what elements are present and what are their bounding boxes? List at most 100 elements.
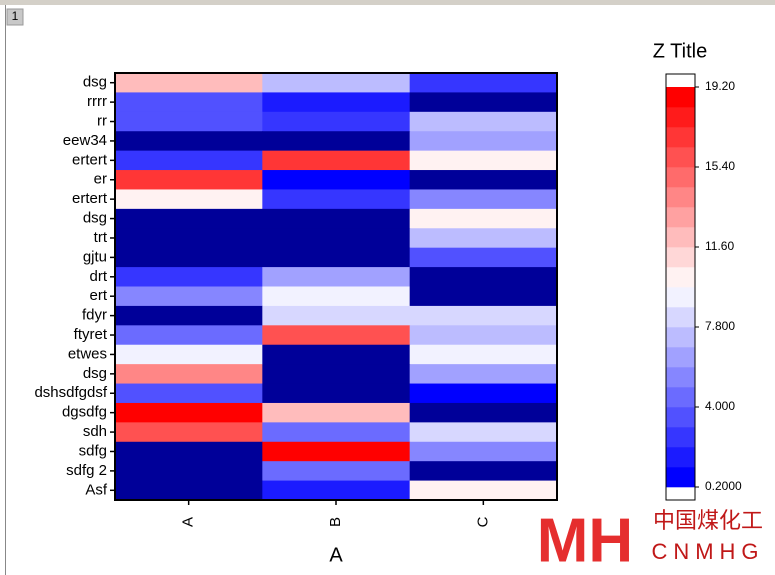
colorbar-level — [666, 227, 695, 248]
heatmap-cell — [262, 422, 411, 443]
colorbar-level — [666, 307, 695, 328]
x-axis-title: A — [329, 544, 343, 566]
colorbar-title: Z Title — [653, 40, 707, 62]
colorbar-level — [666, 267, 695, 288]
heatmap-cell — [262, 286, 411, 307]
watermark-logo: MH — [537, 506, 633, 575]
colorbar-tick-label: 0.2000 — [705, 479, 742, 493]
colorbar-tick-label: 15.40 — [705, 159, 735, 173]
y-tick-label: rr — [97, 112, 107, 129]
heatmap-cell — [115, 228, 263, 249]
colorbar-level — [666, 367, 695, 388]
tab[interactable] — [6, 8, 24, 26]
heatmap-cell — [262, 208, 411, 229]
heatmap-cell — [115, 267, 263, 287]
heatmap-cell — [115, 383, 263, 404]
colorbar-level — [666, 387, 695, 408]
heatmap-cell — [262, 305, 411, 326]
heatmap-cell — [409, 267, 558, 287]
tab-label: 1 — [12, 9, 19, 23]
heatmap-cell — [115, 189, 263, 210]
colorbar-level — [666, 207, 695, 228]
heatmap-cell — [409, 422, 558, 443]
colorbar-level — [666, 407, 695, 428]
heatmap-cell — [409, 92, 558, 113]
heatmap-cell — [115, 170, 263, 190]
heatmap-cell — [115, 247, 263, 268]
heatmap-cell — [262, 189, 411, 210]
colorbar-level — [666, 187, 695, 208]
heatmap-cell — [115, 111, 263, 132]
y-tick-label: Asf — [85, 481, 108, 498]
heatmap-cell — [409, 325, 558, 346]
y-tick-label: er — [94, 171, 107, 188]
colorbar-tick-label: 19.20 — [705, 79, 735, 93]
y-tick-label: rrrr — [87, 93, 107, 110]
heatmap-cell — [409, 111, 558, 132]
colorbar-level — [666, 107, 695, 128]
colorbar-level — [666, 127, 695, 148]
colorbar-level — [666, 467, 695, 488]
y-tick-label: trt — [94, 229, 108, 246]
heatmap-cell — [262, 170, 411, 190]
colorbar-under — [666, 487, 695, 500]
heatmap-cell — [262, 441, 411, 462]
heatmap-cell — [409, 480, 558, 501]
heatmap-cell — [262, 480, 411, 501]
heatmap-cell — [409, 441, 558, 462]
heatmap-cell — [262, 461, 411, 482]
heatmap-cell — [409, 461, 558, 482]
y-tick-label: drt — [89, 268, 107, 285]
watermark-chinese: 中国煤化工 — [653, 508, 763, 533]
heatmap-cell — [409, 170, 558, 190]
colorbar-tick-label: 11.60 — [705, 239, 734, 253]
colorbar-level — [666, 247, 695, 268]
heatmap-cell — [409, 228, 558, 249]
heatmap-cell — [262, 73, 411, 93]
heatmap-cell — [115, 480, 263, 501]
heatmap-cell — [115, 325, 263, 346]
heatmap-cell — [409, 286, 558, 307]
y-tick-label: dsg — [83, 210, 107, 227]
colorbar-level — [666, 347, 695, 368]
x-tick-label: B — [327, 517, 344, 527]
heatmap-cell — [115, 92, 263, 113]
y-tick-label: ertert — [72, 151, 108, 168]
heatmap-cell — [409, 344, 558, 365]
colorbar-tick-label: 4.000 — [705, 399, 735, 413]
heatmap-cell — [115, 305, 263, 326]
heatmap-cell — [115, 73, 263, 93]
heatmap-cell — [115, 364, 263, 385]
heatmap-cell — [262, 344, 411, 365]
heatmap-cell — [262, 402, 411, 423]
colorbar-level — [666, 427, 695, 448]
toolbar-strip — [0, 0, 775, 5]
heatmap-cell — [409, 383, 558, 404]
heatmap-cell — [409, 150, 558, 171]
colorbar-tick-label: 7.800 — [705, 319, 735, 333]
heatmap-cell — [262, 131, 411, 152]
heatmap-cell — [262, 228, 411, 249]
heatmap-cell — [262, 325, 411, 346]
y-tick-label: dshsdfgdsf — [34, 384, 107, 401]
colorbar-level — [666, 447, 695, 468]
y-tick-label: eew34 — [63, 132, 107, 149]
y-tick-label: fdyr — [82, 307, 107, 324]
heatmap-cell — [115, 208, 263, 229]
heatmap-cell — [409, 364, 558, 385]
heatmap-cell — [409, 131, 558, 152]
y-tick-label: dgsdfg — [62, 404, 107, 421]
y-tick-label: sdfg 2 — [66, 462, 107, 479]
heatmap-cell — [409, 73, 558, 93]
heatmap-cell — [409, 247, 558, 268]
heatmap-cell — [409, 208, 558, 229]
heatmap-cell — [409, 189, 558, 210]
colorbar-level — [666, 87, 695, 108]
heatmap-cell — [115, 461, 263, 482]
heatmap-cell — [409, 305, 558, 326]
y-tick-label: gjtu — [83, 248, 107, 265]
x-tick-label: A — [180, 517, 197, 527]
heatmap-cell — [115, 441, 263, 462]
heatmap-cell — [262, 247, 411, 268]
colorbar-level — [666, 287, 695, 308]
